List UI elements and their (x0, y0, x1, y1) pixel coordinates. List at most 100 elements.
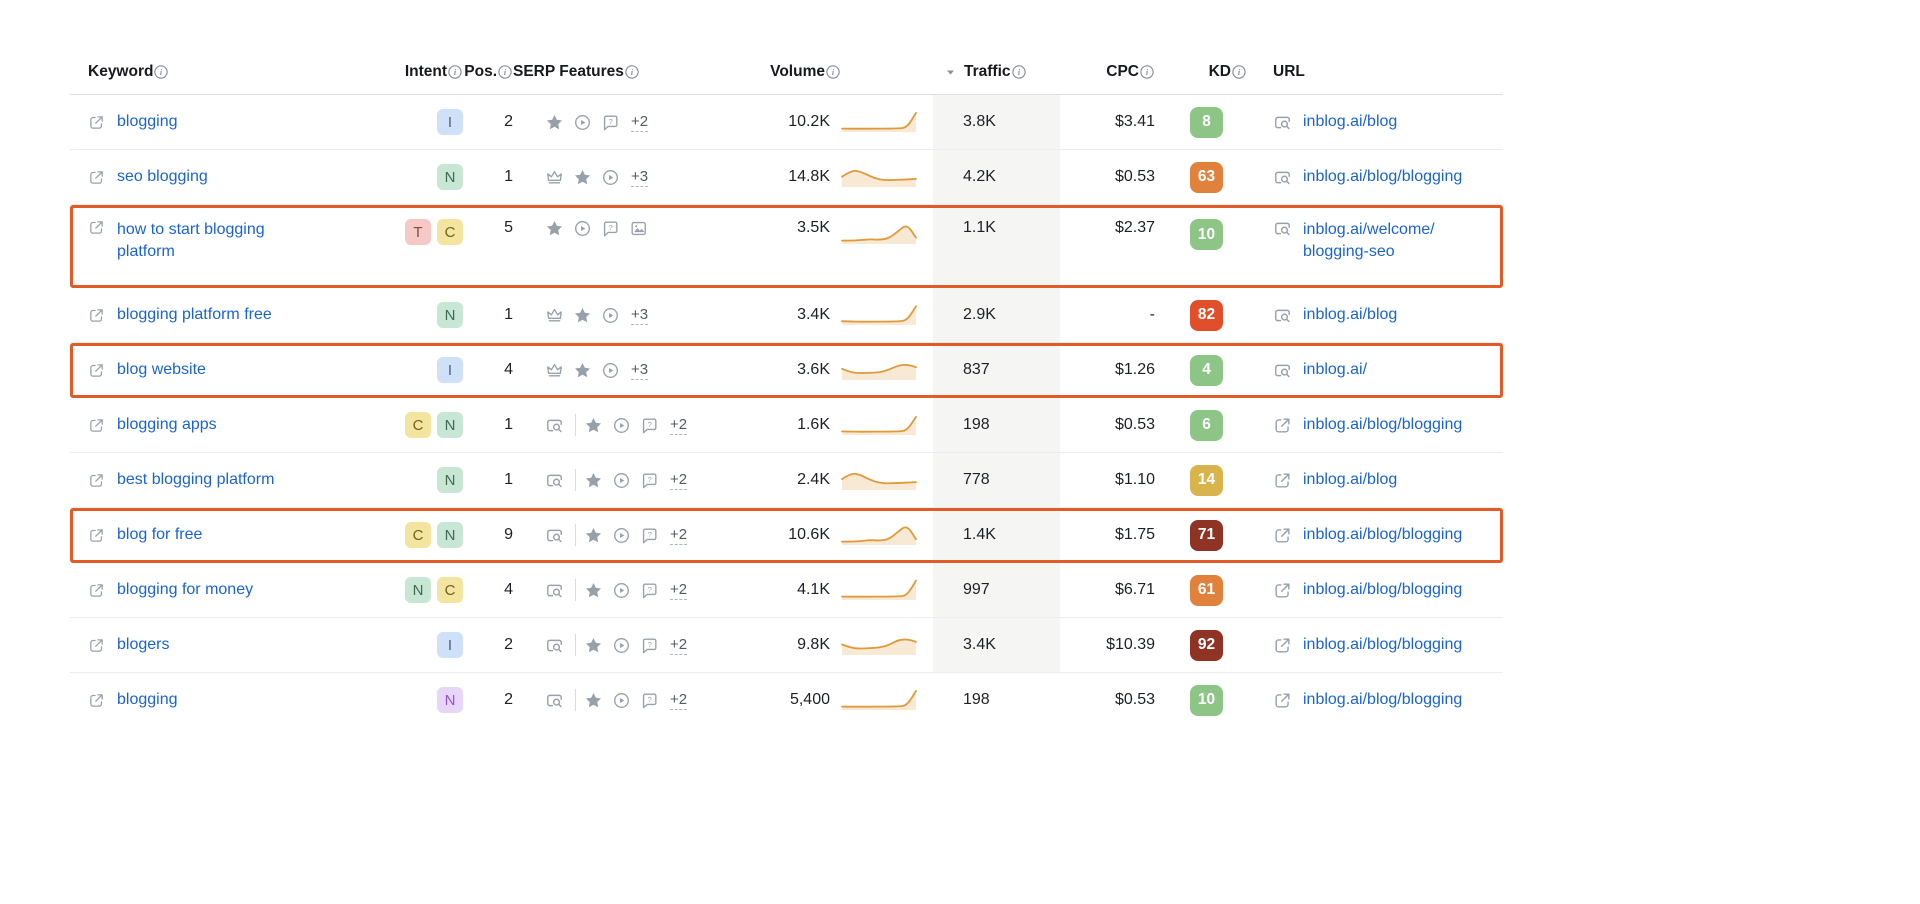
serp-more-count[interactable]: +2 (670, 415, 688, 435)
video-play-icon (612, 636, 631, 655)
external-link-icon[interactable] (88, 169, 105, 186)
keyword-cell: blogging apps (88, 398, 388, 452)
traffic-value: 198 (963, 691, 990, 708)
table-row: seo blogging N 1 +3 14.8K 4.2K $0.53 63 inblog.a… (70, 150, 1503, 205)
page-search-icon (545, 416, 564, 435)
keyword-link[interactable]: blogging for money (117, 581, 254, 599)
column-header-keyword[interactable]: Keyword i (88, 50, 388, 94)
external-link-icon[interactable] (1273, 636, 1292, 655)
volume-cell: 5,400 (758, 673, 933, 727)
column-header-intent[interactable]: Intent i (388, 50, 463, 94)
external-link-icon[interactable] (88, 219, 105, 236)
info-icon[interactable]: i (153, 64, 169, 80)
serp-more-count[interactable]: +3 (631, 360, 649, 380)
cpc-value: $1.75 (1114, 526, 1155, 543)
keyword-cell: blog for free (88, 508, 388, 562)
info-icon[interactable]: i (624, 64, 640, 80)
keyword-link[interactable]: seo blogging (117, 168, 208, 186)
column-header-url[interactable]: URL (1223, 50, 1503, 94)
url-link[interactable]: inblog.ai/blog (1303, 469, 1397, 491)
external-link-icon[interactable] (88, 527, 105, 544)
serp-more-count[interactable]: +2 (670, 690, 688, 710)
serp-more-count[interactable]: +2 (631, 112, 649, 132)
keyword-link[interactable]: blogging (117, 691, 178, 709)
external-link-icon[interactable] (88, 307, 105, 324)
keyword-link[interactable]: blogers (117, 636, 170, 654)
serp-more-count[interactable]: +2 (670, 580, 688, 600)
intent-badge: I (437, 109, 463, 135)
serp-more-count[interactable]: +3 (631, 167, 649, 187)
keyword-link[interactable]: blogging platform free (117, 306, 272, 324)
sort-desc-icon[interactable] (945, 67, 956, 78)
url-link[interactable]: inblog.ai/blog/blogging (1303, 634, 1462, 656)
external-link-icon[interactable] (88, 417, 105, 434)
column-header-serp[interactable]: SERP Features i (513, 50, 758, 94)
serp-more-count[interactable]: +2 (670, 635, 688, 655)
table-header-row: Keyword i Intent i Pos. i SERP Features i Volume… (70, 50, 1503, 95)
info-icon[interactable]: i (1139, 64, 1155, 80)
kd-cell: 10 (1155, 205, 1223, 287)
keyword-link[interactable]: how to start blogging platform (117, 221, 265, 260)
external-link-icon[interactable] (1273, 416, 1292, 435)
table-row: blogging N 2? +2 5,400 198 $0.53 10 inblog.ai/bl… (70, 673, 1503, 727)
page-search-icon[interactable] (1273, 219, 1292, 238)
external-link-icon[interactable] (88, 637, 105, 654)
svg-text:?: ? (648, 694, 652, 703)
kd-cell: 4 (1155, 343, 1223, 397)
column-header-label: Keyword (88, 63, 154, 80)
url-cell: inblog.ai/blog/blogging (1223, 508, 1503, 562)
url-link[interactable]: inblog.ai/blog/blogging (1303, 524, 1462, 546)
column-header-traffic[interactable]: Traffic i (933, 50, 1060, 94)
url-link[interactable]: inblog.ai/blog (1303, 111, 1397, 133)
keyword-link[interactable]: blog website (117, 361, 206, 379)
column-header-kd[interactable]: KD i (1155, 50, 1246, 94)
column-header-cpc[interactable]: CPC i (1060, 50, 1155, 94)
url-link[interactable]: inblog.ai/blog (1303, 304, 1397, 326)
position-value: 1 (504, 471, 513, 488)
column-header-pos[interactable]: Pos. i (463, 50, 513, 94)
info-icon[interactable]: i (1011, 64, 1027, 80)
serp-divider (575, 579, 576, 601)
serp-features-cell: +3 (513, 150, 758, 204)
external-link-icon[interactable] (1273, 581, 1292, 600)
url-link[interactable]: inblog.ai/ (1303, 359, 1367, 381)
external-link-icon[interactable] (1273, 691, 1292, 710)
info-icon[interactable]: i (447, 64, 463, 80)
column-header-volume[interactable]: Volume i (758, 50, 933, 94)
keyword-link[interactable]: blog for free (117, 526, 203, 544)
page-search-icon[interactable] (1273, 113, 1292, 132)
video-play-icon (612, 581, 631, 600)
external-link-icon[interactable] (88, 692, 105, 709)
external-link-icon[interactable] (88, 472, 105, 489)
position-cell: 5 (463, 205, 513, 287)
url-cell: inblog.ai/blog/blogging (1223, 398, 1503, 452)
external-link-icon[interactable] (88, 582, 105, 599)
serp-more-count[interactable]: +2 (670, 470, 688, 490)
info-icon[interactable]: i (1231, 64, 1247, 80)
page-search-icon[interactable] (1273, 168, 1292, 187)
url-link[interactable]: inblog.ai/blog/blogging (1303, 579, 1462, 601)
svg-text:i: i (504, 68, 507, 77)
info-icon[interactable]: i (825, 64, 841, 80)
serp-more-count[interactable]: +3 (631, 305, 649, 325)
external-link-icon[interactable] (88, 362, 105, 379)
keyword-link[interactable]: blogging (117, 113, 178, 131)
external-link-icon[interactable] (1273, 526, 1292, 545)
volume-cell: 14.8K (758, 150, 933, 204)
serp-divider (575, 524, 576, 546)
page-search-icon[interactable] (1273, 361, 1292, 380)
traffic-cell: 3.8K (933, 95, 1060, 149)
url-link[interactable]: inblog.ai/blog/blogging (1303, 689, 1462, 711)
url-link[interactable]: inblog.ai/blog/blogging (1303, 414, 1462, 436)
url-link[interactable]: inblog.ai/blog/blogging (1303, 166, 1462, 188)
kd-badge: 82 (1190, 299, 1223, 331)
serp-more-count[interactable]: +2 (670, 525, 688, 545)
external-link-icon[interactable] (88, 114, 105, 131)
column-header-label: SERP Features (513, 63, 624, 80)
info-icon[interactable]: i (497, 64, 513, 80)
keyword-link[interactable]: blogging apps (117, 416, 217, 434)
keyword-link[interactable]: best blogging platform (117, 471, 275, 489)
page-search-icon[interactable] (1273, 306, 1292, 325)
url-link[interactable]: inblog.ai/welcome/blogging-seo (1303, 219, 1435, 262)
external-link-icon[interactable] (1273, 471, 1292, 490)
